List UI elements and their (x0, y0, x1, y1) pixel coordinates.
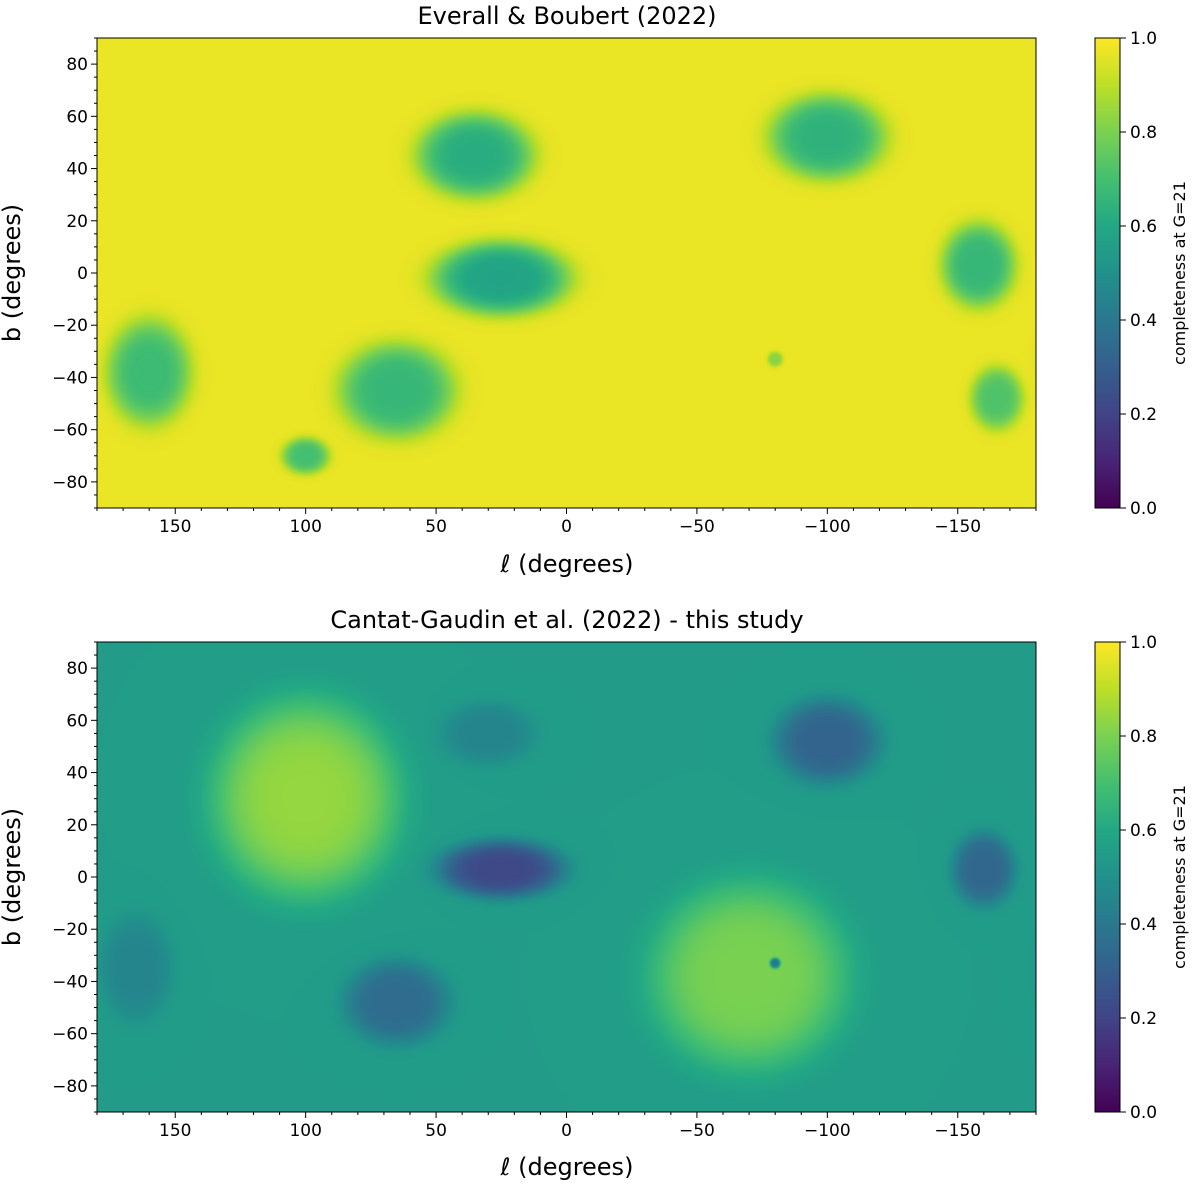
colorbar-tick-label: 0.4 (1130, 311, 1157, 331)
x-tick-label: 0 (561, 1121, 572, 1141)
colorbar-frame (1094, 641, 1121, 1113)
colorbar-ticks: 0.0 0.2 0.4 0.6 0.8 1.0 (1120, 633, 1157, 1123)
colorbar-tick-label: 0.4 (1130, 915, 1157, 935)
heatmap-canvas (97, 642, 1036, 1112)
x-tick-label: 0 (561, 517, 572, 537)
y-tick-label: −40 (52, 972, 88, 992)
y-tick-label: 80 (66, 659, 88, 679)
y-axis: 80 60 40 20 0 −20 −40 −60 −80 (52, 37, 97, 509)
colorbar-tick-label: 0.2 (1130, 1009, 1157, 1029)
y-axis-label: b (degrees) (0, 204, 26, 342)
x-tick-label: −150 (934, 517, 981, 537)
y-tick-label: −80 (52, 473, 88, 493)
colorbar-tick-label: 0.0 (1130, 1103, 1157, 1123)
x-tick-label: 50 (425, 517, 447, 537)
x-tick-label: −150 (934, 1121, 981, 1141)
y-tick-label: 0 (77, 868, 88, 888)
x-tick-label: 150 (159, 517, 191, 537)
panel-title: Everall & Boubert (2022) (417, 2, 716, 30)
y-tick-label: 20 (66, 816, 88, 836)
colorbar: 0.0 0.2 0.4 0.6 0.8 1.0 completeness at G=21 (1094, 633, 1189, 1123)
x-tick-label: 100 (289, 1121, 321, 1141)
y-tick-label: 40 (66, 160, 88, 180)
y-tick-label: 60 (66, 711, 88, 731)
colorbar-tick-label: 0.6 (1130, 821, 1157, 841)
y-axis-label: b (degrees) (0, 808, 26, 946)
x-tick-label: 50 (425, 1121, 447, 1141)
y-tick-label: 0 (77, 264, 88, 284)
colorbar-label: completeness at G=21 (1170, 785, 1189, 969)
x-tick-label: −100 (804, 517, 851, 537)
heatmap-canvas (97, 38, 1036, 508)
colorbar-gradient (1095, 38, 1120, 508)
heatmap (97, 642, 1036, 1112)
y-tick-label: 60 (66, 107, 88, 127)
colorbar-tick-label: 1.0 (1130, 29, 1157, 49)
y-tick-label: −60 (52, 1025, 88, 1045)
x-tick-label: 100 (289, 517, 321, 537)
y-tick-label: −40 (52, 368, 88, 388)
y-tick-label: −20 (52, 316, 88, 336)
x-tick-label: 150 (159, 1121, 191, 1141)
colorbar-ticks: 0.0 0.2 0.4 0.6 0.8 1.0 (1120, 29, 1157, 519)
colorbar-tick-label: 0.2 (1130, 405, 1157, 425)
panel-cantat-gaudin: Cantat-Gaudin et al. (2022) - this study… (0, 606, 1189, 1181)
colorbar-label: completeness at G=21 (1170, 181, 1189, 365)
colorbar-gradient (1095, 642, 1120, 1112)
colorbar-tick-label: 0.8 (1130, 727, 1157, 747)
x-axis: 150 100 50 0 −50 −100 −150 (96, 508, 1037, 537)
y-tick-label: −20 (52, 920, 88, 940)
y-tick-label: −60 (52, 421, 88, 441)
x-axis-label: ℓ (degrees) (500, 1153, 634, 1181)
y-tick-label: 20 (66, 212, 88, 232)
colorbar-tick-label: 0.8 (1130, 123, 1157, 143)
x-tick-label: −50 (679, 1121, 715, 1141)
colorbar-tick-label: 0.0 (1130, 499, 1157, 519)
colorbar: 0.0 0.2 0.4 0.6 0.8 1.0 completeness at G=21 (1094, 29, 1189, 519)
panel-everall-boubert: Everall & Boubert (2022) 150 100 50 0 −50 −10… (0, 2, 1189, 578)
y-tick-label: 40 (66, 764, 88, 784)
x-axis-label: ℓ (degrees) (500, 550, 634, 578)
colorbar-tick-label: 1.0 (1130, 633, 1157, 653)
x-tick-label: −50 (679, 517, 715, 537)
colorbar-frame (1094, 37, 1121, 509)
y-tick-label: −80 (52, 1077, 88, 1097)
heatmap (97, 38, 1036, 508)
y-tick-label: 80 (66, 55, 88, 75)
x-axis: 150 100 50 0 −50 −100 −150 (96, 1112, 1037, 1141)
x-tick-label: −100 (804, 1121, 851, 1141)
colorbar-tick-label: 0.6 (1130, 217, 1157, 237)
y-axis: 80 60 40 20 0 −20 −40 −60 −80 (52, 641, 97, 1113)
panel-title: Cantat-Gaudin et al. (2022) - this study (330, 606, 803, 634)
